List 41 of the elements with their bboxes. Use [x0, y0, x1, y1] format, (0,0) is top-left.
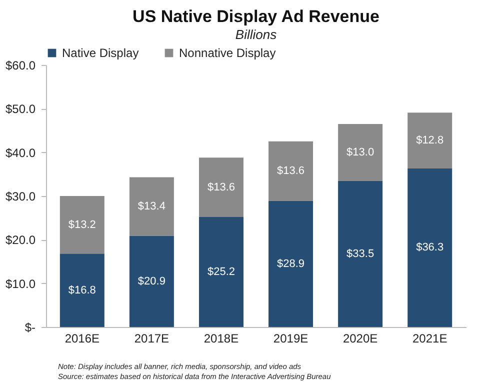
y-tick-label: $10.0	[5, 276, 36, 291]
data-label: $12.8	[416, 134, 444, 147]
y-tick-label: $50.0	[5, 102, 36, 116]
bar	[408, 168, 452, 327]
data-label: $13.4	[138, 200, 166, 212]
data-label: $36.3	[416, 242, 444, 254]
bar	[60, 196, 104, 254]
data-label: $13.2	[68, 218, 96, 231]
chart-title: US Native Display Ad Revenue	[132, 7, 380, 26]
x-tick-label: 2019E	[273, 332, 308, 346]
y-tick-label: $20.0	[5, 233, 36, 248]
x-tick-label: 2021E	[412, 332, 448, 346]
data-label: $25.2	[207, 266, 235, 278]
bar	[129, 236, 174, 327]
legend-label: Nonnative Display	[179, 46, 276, 60]
bar	[338, 124, 383, 181]
bar	[198, 158, 244, 217]
data-label: $13.0	[346, 146, 374, 158]
bar	[408, 112, 452, 168]
bar	[338, 180, 383, 327]
data-label: $13.6	[207, 181, 235, 194]
chart-subtitle: Billions	[235, 27, 278, 42]
data-label: $16.8	[68, 284, 96, 296]
bar	[129, 177, 174, 236]
y-tick-label: $30.0	[5, 190, 36, 204]
bar	[198, 216, 244, 327]
y-tick-label: $40.0	[5, 146, 36, 160]
data-label: $33.5	[346, 248, 374, 260]
data-label: $13.6	[277, 165, 305, 178]
y-tick-label: $60.0	[5, 58, 36, 72]
y-tick-label: $-	[24, 320, 36, 334]
x-tick-label: 2018E	[204, 332, 239, 346]
x-tick-label: 2016E	[64, 332, 100, 346]
bar	[268, 141, 314, 201]
data-label: $28.9	[277, 258, 305, 270]
x-tick-label: 2020E	[342, 332, 378, 346]
bar	[60, 254, 104, 327]
x-tick-label: 2017E	[134, 332, 170, 346]
data-label: $20.9	[138, 275, 166, 288]
legend-label: Native Display	[62, 46, 139, 60]
bar	[268, 200, 314, 327]
